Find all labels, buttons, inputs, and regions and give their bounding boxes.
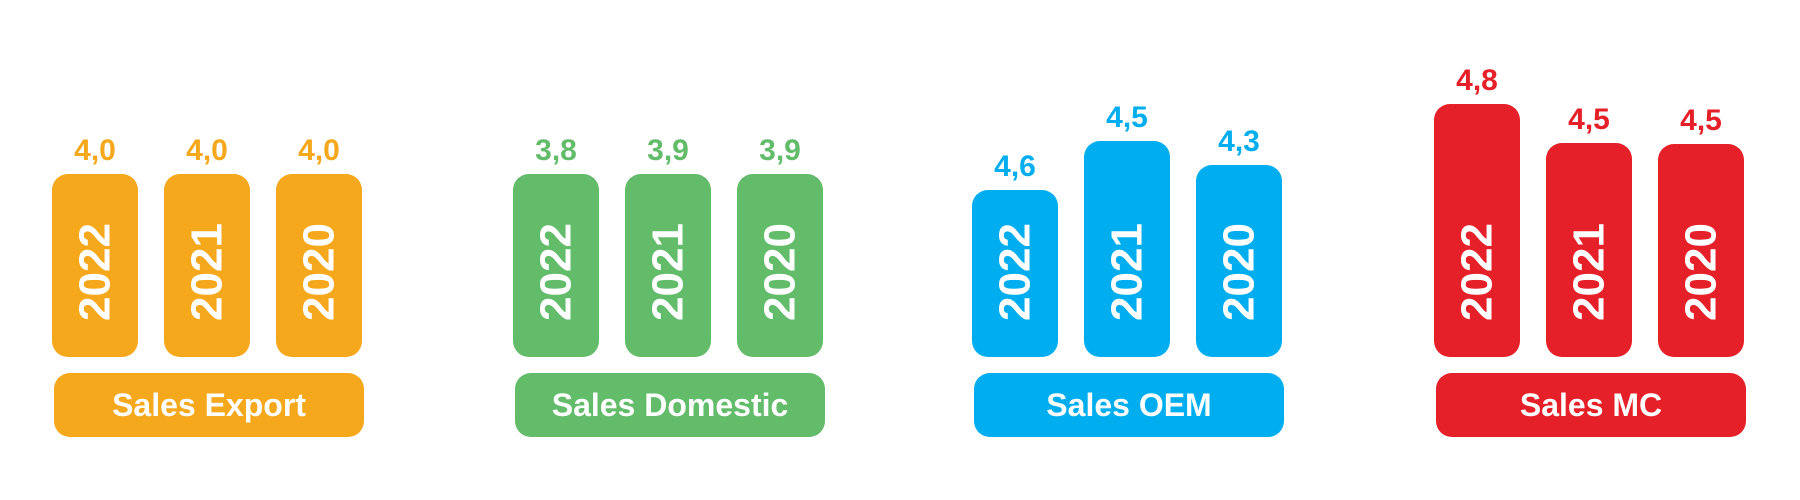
bar-category-label: 2020	[295, 223, 344, 321]
group-pill	[1436, 373, 1746, 437]
bar	[1196, 165, 1282, 357]
bar	[1546, 143, 1632, 357]
bar-category-label: 2021	[183, 223, 232, 321]
group-label: Sales MC	[1520, 387, 1662, 423]
chart-group-1: 3,8 2022 3,9 2021 3,9 2020 Sales Domestic	[513, 134, 825, 437]
bar-category-label: 2020	[756, 223, 805, 321]
bar-category-label: 2020	[1677, 223, 1726, 321]
bar-category-label: 2021	[1565, 223, 1614, 321]
bar-category-label: 2022	[71, 223, 120, 321]
bar	[1658, 144, 1744, 357]
chart-group-0: 4,0 2022 4,0 2021 4,0 2020 Sales Export	[52, 134, 364, 437]
bar	[276, 174, 362, 357]
bar-value-label: 3,9	[759, 134, 801, 167]
bar-category-label: 2022	[1453, 223, 1502, 321]
bar-category-label: 2020	[1215, 223, 1264, 321]
group-pill	[54, 373, 364, 437]
bar	[52, 174, 138, 357]
chart-group-2: 4,6 2022 4,5 2021 4,3 2020 Sales OEM	[972, 101, 1284, 437]
bar	[737, 174, 823, 357]
bar	[1084, 141, 1170, 357]
chart-group-3: 4,8 2022 4,5 2021 4,5 2020 Sales MC	[1434, 64, 1746, 437]
bar-value-label: 4,5	[1680, 104, 1722, 137]
group-pill	[974, 373, 1284, 437]
bar	[164, 174, 250, 357]
bar-value-label: 4,6	[994, 150, 1036, 183]
bar-value-label: 3,9	[647, 134, 689, 167]
bar-category-label: 2021	[1103, 223, 1152, 321]
bar-category-label: 2022	[991, 223, 1040, 321]
bar-category-label: 2021	[644, 223, 693, 321]
bar	[1434, 104, 1520, 357]
bar-value-label: 4,0	[74, 134, 116, 167]
bar	[513, 174, 599, 357]
bar-value-label: 4,5	[1568, 103, 1610, 136]
bar-value-label: 3,8	[535, 134, 577, 167]
bar-value-label: 4,3	[1218, 125, 1260, 158]
group-label: Sales Export	[112, 387, 306, 423]
bar	[625, 174, 711, 357]
group-pill	[515, 373, 825, 437]
bar-value-label: 4,8	[1456, 64, 1498, 97]
bar-value-label: 4,5	[1106, 101, 1148, 134]
bar-category-label: 2022	[532, 223, 581, 321]
bar-value-label: 4,0	[186, 134, 228, 167]
bar-value-label: 4,0	[298, 134, 340, 167]
group-label: Sales OEM	[1046, 387, 1211, 423]
group-label: Sales Domestic	[552, 387, 789, 423]
bar	[972, 190, 1058, 357]
